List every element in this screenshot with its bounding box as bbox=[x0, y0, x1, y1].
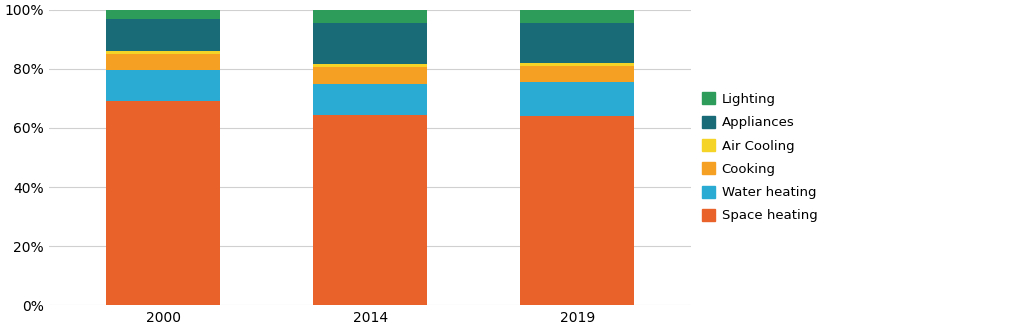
Bar bbox=[520, 10, 635, 23]
Bar bbox=[314, 23, 427, 64]
Bar bbox=[314, 114, 427, 305]
Bar bbox=[520, 82, 635, 116]
Bar bbox=[314, 84, 427, 114]
Bar bbox=[314, 67, 427, 84]
Bar bbox=[520, 116, 635, 305]
Bar bbox=[314, 64, 427, 67]
Bar bbox=[314, 10, 427, 23]
Bar bbox=[520, 66, 635, 82]
Bar bbox=[106, 101, 220, 305]
Bar bbox=[106, 18, 220, 51]
Bar bbox=[520, 23, 635, 63]
Bar bbox=[106, 70, 220, 101]
Legend: Lighting, Appliances, Air Cooling, Cooking, Water heating, Space heating: Lighting, Appliances, Air Cooling, Cooki… bbox=[698, 89, 821, 226]
Bar bbox=[520, 63, 635, 66]
Bar bbox=[106, 54, 220, 70]
Bar bbox=[106, 10, 220, 18]
Bar bbox=[106, 51, 220, 54]
